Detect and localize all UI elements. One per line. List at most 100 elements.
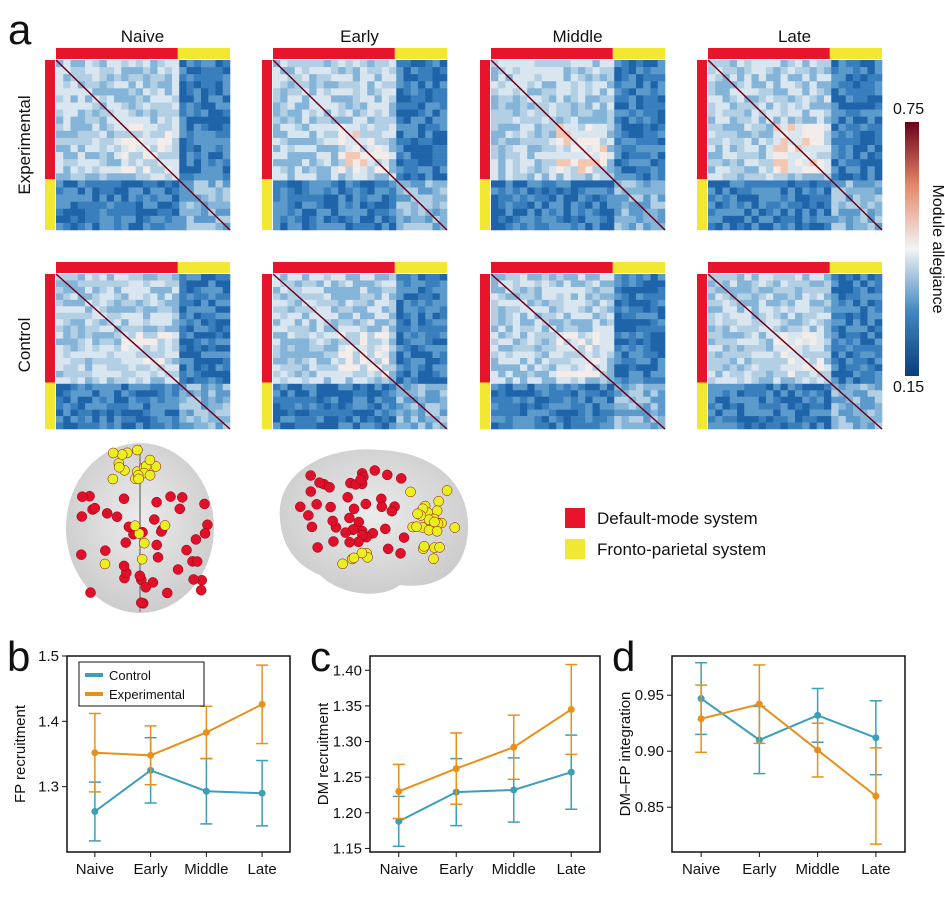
heatmap-cell — [309, 371, 317, 378]
heatmap-cell — [404, 403, 412, 410]
heatmap-cell — [730, 300, 738, 307]
heatmap-cell — [433, 173, 441, 180]
heatmap-cell — [85, 166, 93, 173]
heatmap-cell — [578, 202, 586, 209]
heatmap-cell — [324, 152, 332, 159]
heatmap-cell — [875, 326, 883, 333]
heatmap-cell — [781, 223, 789, 230]
heatmap-cell — [331, 345, 339, 352]
heatmap-cell — [622, 81, 630, 88]
heatmap-cell — [585, 173, 593, 180]
heatmap-cell — [201, 345, 209, 352]
heatmap-cell — [309, 145, 317, 152]
heatmap-cell — [875, 95, 883, 102]
heatmap-cell — [273, 319, 281, 326]
heatmap-cell — [629, 390, 637, 397]
heatmap-cell — [730, 202, 738, 209]
heatmap-cell — [759, 74, 767, 81]
heatmap-cell — [85, 188, 93, 195]
heatmap-cell — [223, 377, 231, 384]
heatmap-cell — [593, 293, 601, 300]
heatmap-cell — [860, 332, 868, 339]
heatmap-cell — [353, 306, 361, 313]
heatmap-cell — [404, 352, 412, 359]
brain-node — [137, 554, 147, 564]
brain-node — [383, 544, 393, 554]
heatmap-cell — [324, 287, 332, 294]
heatmap-cell — [273, 339, 281, 346]
heatmap-cell — [165, 152, 173, 159]
heatmap-cell — [875, 202, 883, 209]
heatmap-cell — [607, 216, 615, 223]
heatmap-cell — [375, 377, 383, 384]
heatmap-cell — [367, 287, 375, 294]
heatmap-cell — [658, 202, 666, 209]
heatmap-cell — [506, 117, 514, 124]
heatmap-cell — [810, 60, 818, 67]
heatmap-cell — [143, 180, 151, 187]
heatmap-cell — [614, 364, 622, 371]
heatmap-cell — [643, 216, 651, 223]
heatmap-cell — [295, 416, 303, 423]
heatmap-cell — [114, 60, 122, 67]
heatmap-cell — [353, 377, 361, 384]
heatmap-cell — [752, 152, 760, 159]
heatmap-cell — [737, 364, 745, 371]
heatmap-cell — [309, 152, 317, 159]
heatmap-cell — [143, 152, 151, 159]
heatmap-cell — [810, 332, 818, 339]
heatmap-cell — [744, 319, 752, 326]
heatmap-cell — [498, 274, 506, 281]
heatmap-cell — [71, 293, 79, 300]
heatmap-cell — [367, 377, 375, 384]
heatmap-cell — [527, 195, 535, 202]
heatmap-cell — [759, 67, 767, 74]
heatmap-cell — [513, 377, 521, 384]
heatmap-cell — [288, 173, 296, 180]
heatmap-cell — [216, 88, 224, 95]
heatmap-cell — [172, 358, 180, 365]
heatmap-cell — [571, 67, 579, 74]
heatmap-cell — [346, 159, 354, 166]
heatmap-cell — [63, 103, 71, 110]
heatmap-cell — [179, 67, 187, 74]
heatmap-cell — [491, 416, 499, 423]
heatmap-cell — [187, 319, 195, 326]
heatmap-cell — [273, 377, 281, 384]
heatmap-cell — [425, 138, 433, 145]
heatmap-cell — [216, 81, 224, 88]
heatmap-cell — [520, 95, 528, 102]
heatmap-cell — [773, 195, 781, 202]
heatmap-cell — [324, 117, 332, 124]
heatmap-cell — [622, 319, 630, 326]
heatmap-cell — [418, 397, 426, 404]
heatmap-cell — [56, 173, 64, 180]
heatmap-cell — [85, 81, 93, 88]
heatmap-cell — [651, 390, 659, 397]
heatmap-cell — [651, 88, 659, 95]
heatmap-cell — [216, 74, 224, 81]
heatmap-cell — [288, 166, 296, 173]
heatmap-cell — [382, 326, 390, 333]
heatmap-cell — [295, 364, 303, 371]
y-tick-label: 1.25 — [333, 769, 362, 786]
heatmap-cell — [404, 138, 412, 145]
heatmap-cell — [85, 345, 93, 352]
brain-node — [160, 520, 170, 530]
brain-node — [77, 492, 87, 502]
heatmap-cell — [752, 195, 760, 202]
heatmap-cell — [179, 195, 187, 202]
heatmap-cell — [491, 223, 499, 230]
heatmap-cell — [853, 166, 861, 173]
heatmap-cell — [404, 274, 412, 281]
heatmap-cell — [280, 131, 288, 138]
heatmap-cell — [810, 403, 818, 410]
heatmap-cell — [396, 313, 404, 320]
heatmap-cell — [773, 410, 781, 417]
heatmap-cell — [440, 403, 448, 410]
heatmap-cell — [629, 345, 637, 352]
heatmap-cell — [346, 103, 354, 110]
heatmap-cell — [585, 390, 593, 397]
heatmap-cell — [78, 60, 86, 67]
heatmap-cell — [708, 280, 716, 287]
